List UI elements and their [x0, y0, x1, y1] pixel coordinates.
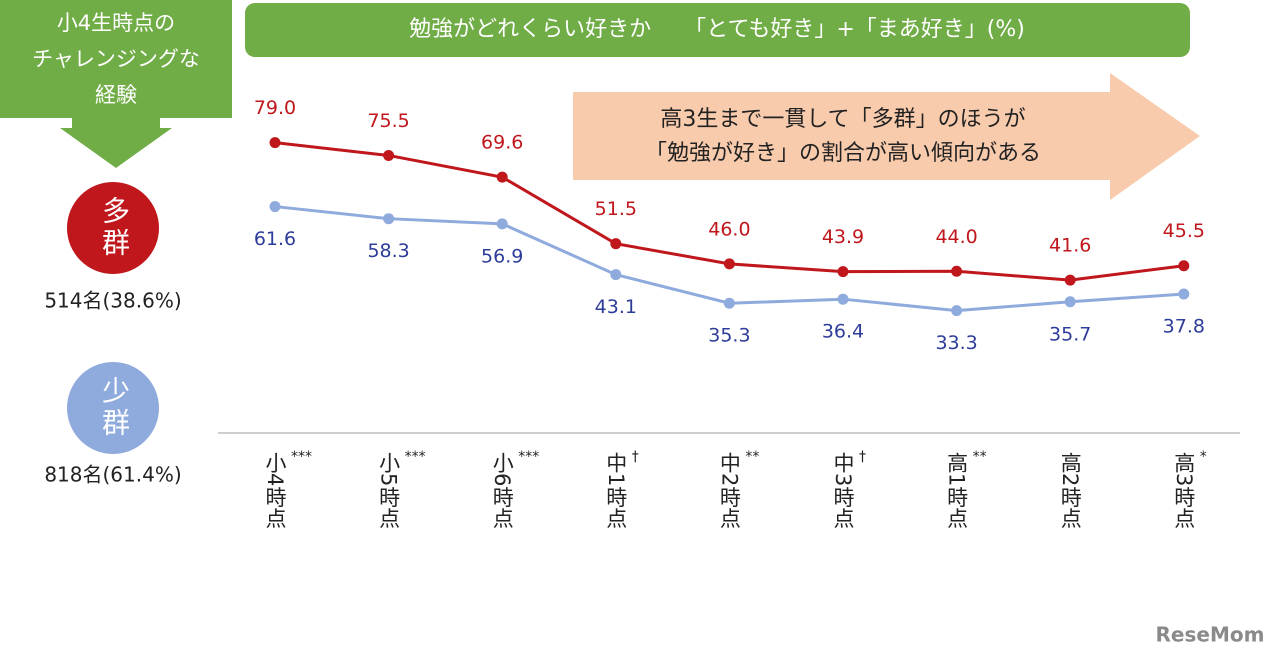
data-point — [610, 238, 622, 250]
data-point — [1178, 288, 1190, 300]
legend-label: 少群 — [98, 376, 131, 440]
data-label: 69.6 — [481, 132, 523, 154]
legend-label: 多群 — [98, 196, 131, 260]
x-tick-label: 中3時点 — [831, 452, 855, 529]
data-label: 35.3 — [708, 325, 750, 347]
data-label: 36.4 — [822, 321, 864, 343]
x-tick-label: 高3時点 — [1172, 452, 1196, 529]
side-label: 小4生時点の — [57, 11, 175, 35]
x-tick-label: 小5時点 — [377, 452, 401, 529]
data-point — [837, 266, 849, 278]
legend-swatch — [67, 182, 159, 274]
side-arrow — [60, 118, 172, 168]
data-point — [1064, 274, 1076, 286]
data-label: 37.8 — [1163, 316, 1205, 338]
watermark: ReseMom — [1156, 623, 1265, 647]
title-banner — [245, 3, 1190, 57]
side-box — [0, 0, 232, 118]
data-label: 41.6 — [1049, 235, 1091, 257]
x-tick-label: 小6時点 — [490, 452, 514, 529]
significance: ** — [745, 449, 759, 465]
annotation: 高3生まで一貫して「多群」のほうが — [660, 107, 1025, 132]
data-label: 43.9 — [822, 226, 864, 248]
side-label: チャレンジングな — [32, 47, 200, 71]
data-point — [1064, 296, 1076, 308]
data-point — [1178, 260, 1190, 272]
data-label: 46.0 — [708, 218, 750, 240]
data-label: 35.7 — [1049, 323, 1091, 345]
significance: † — [632, 449, 639, 465]
data-point — [269, 137, 281, 149]
side-label: 経験 — [95, 83, 137, 107]
legend-count: 818名(61.4%) — [44, 463, 181, 487]
significance: *** — [518, 449, 539, 465]
data-point — [610, 269, 622, 281]
chart-title: 勉強がどれくらい好きか 「とても好き」+「まあ好き」(%) — [409, 17, 1025, 42]
data-label: 58.3 — [367, 240, 409, 262]
data-point — [723, 297, 735, 309]
data-label: 44.0 — [935, 226, 977, 248]
data-point — [496, 218, 508, 230]
x-tick-label: 中1時点 — [604, 452, 628, 529]
data-label: 33.3 — [935, 332, 977, 354]
annotation: 「勉強が好き」の割合が高い傾向がある — [645, 141, 1041, 166]
significance: * — [1200, 449, 1207, 465]
data-label: 79.0 — [254, 97, 296, 119]
data-label: 51.5 — [595, 198, 637, 220]
data-point — [951, 305, 963, 317]
data-point — [383, 149, 395, 161]
annotation-arrow — [573, 73, 1200, 200]
data-point — [837, 293, 849, 305]
data-point — [496, 171, 508, 183]
significance: † — [859, 449, 866, 465]
data-point — [951, 265, 963, 277]
legend-count: 514名(38.6%) — [44, 289, 181, 313]
x-tick-label: 高1時点 — [945, 452, 969, 529]
significance: *** — [405, 449, 426, 465]
data-label: 43.1 — [595, 296, 637, 318]
x-tick-label: 中2時点 — [717, 452, 741, 529]
significance: ** — [973, 449, 987, 465]
x-tick-label: 小4時点 — [263, 452, 287, 529]
data-label: 61.6 — [254, 228, 296, 250]
x-tick-label: 高2時点 — [1058, 452, 1082, 529]
data-point — [269, 201, 281, 213]
data-label: 75.5 — [367, 110, 409, 132]
data-label: 45.5 — [1163, 220, 1205, 242]
data-label: 56.9 — [481, 245, 523, 267]
data-point — [723, 258, 735, 270]
legend-swatch — [67, 362, 159, 454]
significance: *** — [291, 449, 312, 465]
data-point — [383, 213, 395, 225]
